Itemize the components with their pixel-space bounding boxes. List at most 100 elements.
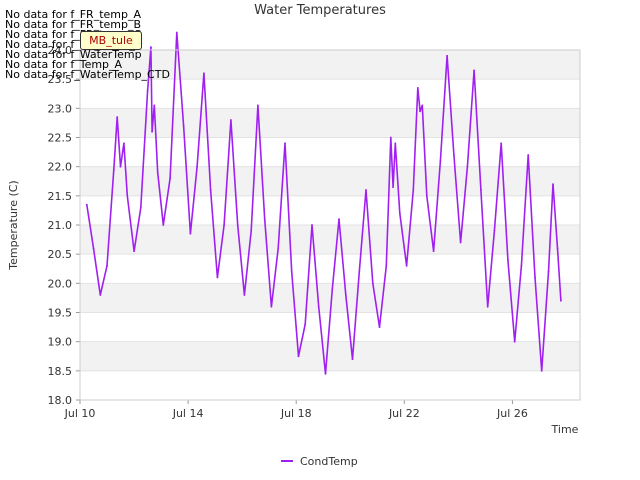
- x-tick-label: Jul 22: [388, 407, 420, 420]
- y-tick-label: 23.0: [48, 102, 73, 115]
- grid-band: [80, 370, 580, 400]
- grid-band: [80, 225, 580, 255]
- data-point: [119, 165, 122, 168]
- data-point: [371, 282, 374, 285]
- data-point: [439, 159, 442, 162]
- data-point: [378, 326, 381, 328]
- plot-frame: [79, 49, 581, 401]
- y-tick-label: 23.5: [48, 73, 73, 86]
- x-tick-label: Jul 10: [64, 407, 96, 420]
- x-tick-label: Jul 14: [172, 407, 204, 420]
- data-point: [365, 189, 367, 191]
- y-tick-label: 18.0: [48, 394, 73, 407]
- data-point: [513, 340, 516, 343]
- data-point: [216, 276, 219, 279]
- data-point: [169, 177, 172, 180]
- data-point: [106, 264, 108, 267]
- data-point: [556, 247, 559, 250]
- data-point: [419, 110, 421, 113]
- x-axis: Jul 10 Jul 14 Jul 18 Jul 22 Jul 26: [64, 400, 528, 420]
- no-data-notice: No data for f_FR_temp_B: [5, 18, 142, 31]
- data-point: [236, 224, 239, 226]
- data-point: [257, 104, 259, 107]
- data-point: [123, 142, 125, 145]
- data-point: [270, 305, 273, 308]
- series-layer: [85, 31, 562, 375]
- data-point: [493, 229, 496, 232]
- data-point: [338, 218, 340, 221]
- data-point: [344, 294, 347, 296]
- data-point: [317, 305, 320, 308]
- data-point: [162, 224, 165, 226]
- data-point: [425, 194, 428, 197]
- data-point: [552, 183, 554, 186]
- legend-label: CondTemp: [300, 455, 358, 468]
- grid-band: [80, 254, 580, 284]
- data-point: [150, 46, 152, 48]
- data-point: [126, 194, 129, 197]
- data-point: [527, 154, 530, 156]
- grid-band: [80, 79, 580, 109]
- data-point: [398, 212, 401, 215]
- y-tick-label: 20.5: [48, 248, 73, 261]
- no-data-notice: No data for f_FR_temp_A: [5, 8, 141, 21]
- data-point: [421, 104, 424, 107]
- data-point: [203, 72, 205, 75]
- data-point: [175, 31, 178, 34]
- data-point: [146, 89, 149, 92]
- data-point: [540, 369, 543, 372]
- x-axis-label: Time: [551, 423, 579, 436]
- y-tick-label: 20.0: [48, 277, 73, 290]
- data-point: [486, 305, 489, 308]
- data-point: [133, 250, 136, 253]
- data-point: [182, 124, 185, 127]
- legend: CondTemp: [281, 455, 358, 468]
- no-data-notice: No data for f_Temp_A: [5, 58, 123, 71]
- y-tick-label: 19.5: [48, 307, 73, 320]
- grid-bands: [80, 50, 580, 401]
- grid-band: [80, 166, 580, 196]
- x-tick-label: Jul 18: [280, 407, 312, 420]
- data-point: [189, 232, 192, 235]
- y-tick-label: 19.0: [48, 336, 73, 349]
- data-point: [394, 142, 397, 145]
- data-point: [290, 270, 293, 273]
- data-point: [358, 270, 361, 273]
- data-point: [116, 116, 119, 118]
- data-point: [324, 372, 327, 375]
- data-point: [112, 168, 115, 171]
- y-tick-label: 21.0: [48, 219, 73, 232]
- data-point: [277, 247, 280, 250]
- data-point: [412, 189, 415, 191]
- no-data-notice: No data for f_WaterTemp: [5, 48, 142, 61]
- y-tick-label: 21.5: [48, 190, 73, 203]
- data-point: [230, 119, 232, 121]
- y-axis-label: Temperature (C): [7, 180, 20, 270]
- data-point: [473, 69, 475, 72]
- data-point: [304, 323, 307, 326]
- data-point: [520, 264, 523, 267]
- data-point: [243, 294, 246, 296]
- grid-band: [80, 283, 580, 313]
- data-point: [297, 355, 300, 358]
- data-point: [284, 142, 286, 145]
- data-point: [99, 294, 102, 296]
- y-tick-label: 22.5: [48, 132, 73, 145]
- data-point: [151, 130, 154, 133]
- data-point: [446, 54, 448, 57]
- data-point: [534, 276, 536, 279]
- y-tick-label: 22.0: [48, 161, 73, 174]
- data-point: [385, 264, 388, 267]
- data-point: [331, 288, 334, 291]
- data-point: [250, 229, 253, 232]
- data-point: [92, 247, 95, 250]
- data-point: [432, 250, 435, 253]
- data-point: [453, 154, 455, 156]
- y-tick-label: 18.5: [48, 365, 73, 378]
- data-point: [405, 264, 408, 267]
- chart-title: Water Temperatures: [254, 3, 386, 18]
- data-point: [480, 189, 482, 191]
- grid-band: [80, 341, 580, 371]
- y-axis: 18.0 18.5 19.0 19.5 20.0 20.5 21.0 21.5 22.0 22.5…: [48, 44, 80, 407]
